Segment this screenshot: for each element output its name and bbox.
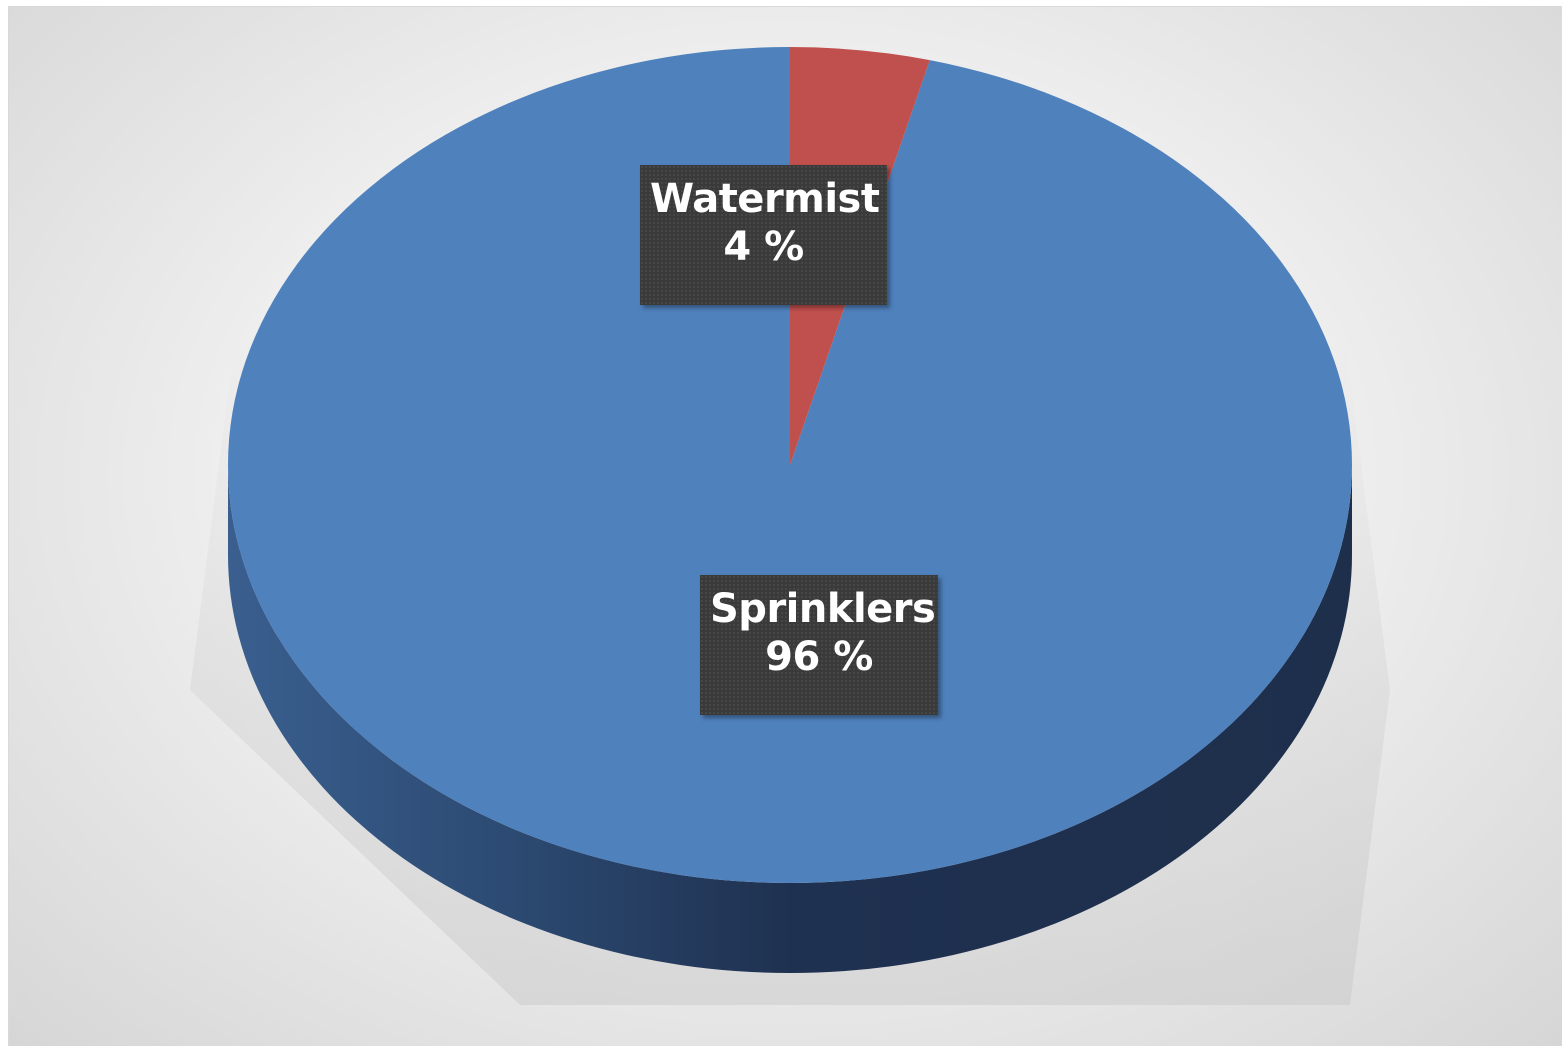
- data-label-name: Sprinklers: [710, 586, 936, 632]
- data-label-name: Watermist: [650, 176, 880, 222]
- data-label-watermist: Watermist 4 %: [640, 165, 887, 305]
- pie-slice-sprinklers: [227, 47, 1352, 883]
- data-label-sprinklers: Sprinklers 96 %: [700, 575, 938, 715]
- data-label-value: 96 %: [765, 634, 873, 680]
- pie-side-group: [228, 465, 1352, 973]
- data-label-value: 4 %: [723, 224, 804, 270]
- pie-side-wall: [228, 465, 1352, 973]
